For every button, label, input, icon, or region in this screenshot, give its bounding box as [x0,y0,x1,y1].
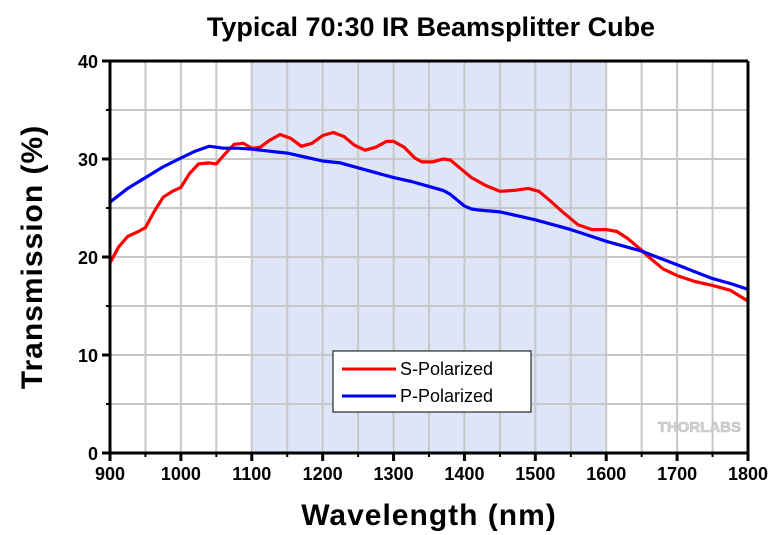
y-axis-label: Transmission (%) [16,125,49,389]
y-tick-label: 10 [78,346,98,366]
watermark: THORLABS [658,419,741,436]
legend-label-s-polarized: S-Polarized [400,359,493,379]
x-axis-label: Wavelength (nm) [301,499,557,532]
x-tick-label: 1200 [303,464,343,484]
legend-label-p-polarized: P-Polarized [400,386,493,406]
x-tick-label: 900 [95,464,125,484]
y-tick-label: 20 [78,248,98,268]
x-tick-label: 1600 [586,464,626,484]
x-tick-label: 1800 [728,464,768,484]
x-tick-label: 1300 [374,464,414,484]
x-tick-label: 1000 [161,464,201,484]
x-tick-label: 1500 [515,464,555,484]
y-tick-label: 0 [88,444,98,464]
chart-title: Typical 70:30 IR Beamsplitter Cube [207,12,655,42]
y-tick-label: 40 [78,52,98,72]
series-line-p-polarized [108,144,750,291]
y-tick-label: 30 [78,150,98,170]
series-line-s-polarized [108,130,750,303]
x-tick-label: 1400 [444,464,484,484]
legend-box [332,350,532,413]
x-tick-label: 1100 [232,464,271,484]
x-tick-label: 1700 [657,464,697,484]
